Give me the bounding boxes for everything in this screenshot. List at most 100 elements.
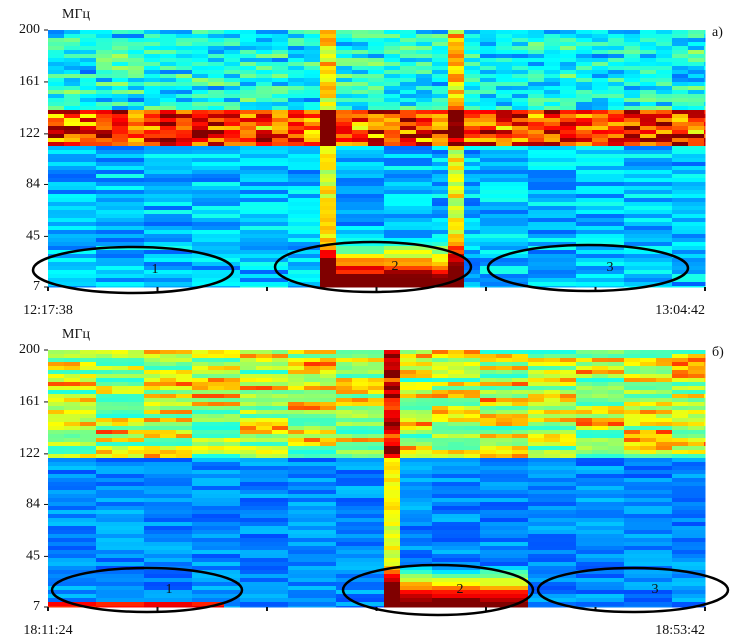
spectrogram-cell: [272, 30, 289, 35]
spectrogram-cell: [64, 518, 81, 523]
spectrogram-cell: [160, 442, 177, 447]
spectrogram-cell: [80, 118, 97, 123]
spectrogram-cell: [336, 194, 353, 199]
spectrogram-cell: [480, 442, 497, 447]
spectrogram-cell: [144, 222, 161, 227]
spectrogram-cell: [432, 498, 449, 503]
spectrogram-cell: [512, 378, 529, 383]
spectrogram-cell: [176, 74, 193, 79]
spectrogram-cell: [112, 74, 129, 79]
spectrogram-cell: [384, 94, 401, 99]
spectrogram-cell: [416, 230, 433, 235]
spectrogram-cell: [688, 450, 705, 455]
spectrogram-cell: [128, 398, 145, 403]
spectrogram-cell: [448, 486, 465, 491]
spectrogram-cell: [224, 82, 241, 87]
spectrogram-cell: [336, 406, 353, 411]
spectrogram-cell: [320, 206, 337, 211]
spectrogram-cell: [672, 538, 689, 543]
spectrogram-cell: [208, 126, 225, 131]
spectrogram-cell: [464, 490, 481, 495]
spectrogram-cell: [656, 190, 673, 195]
spectrogram-cell: [160, 70, 177, 75]
spectrogram-cell: [624, 86, 641, 91]
spectrogram-cell: [144, 450, 161, 455]
spectrogram-cell: [176, 538, 193, 543]
spectrogram-cell: [304, 278, 321, 283]
spectrogram-cell: [608, 182, 625, 187]
spectrogram-cell: [400, 430, 417, 435]
spectrogram-cell: [352, 494, 369, 499]
spectrogram-cell: [416, 442, 433, 447]
spectrogram-cell: [448, 442, 465, 447]
spectrogram-cell: [416, 474, 433, 479]
spectrogram-cell: [560, 394, 577, 399]
spectrogram-cell: [480, 90, 497, 95]
spectrogram-cell: [288, 146, 305, 151]
spectrogram-cell: [192, 226, 209, 231]
spectrogram-cell: [640, 30, 657, 35]
spectrogram-cell: [112, 54, 129, 59]
spectrogram-cell: [112, 402, 129, 407]
spectrogram-cell: [640, 102, 657, 107]
spectrogram-cell: [480, 478, 497, 483]
spectrogram-cell: [288, 546, 305, 551]
spectrogram-cell: [560, 126, 577, 131]
spectrogram-cell: [480, 30, 497, 35]
spectrogram-cell: [464, 494, 481, 499]
spectrogram-cell: [320, 466, 337, 471]
spectrogram-cell: [288, 170, 305, 175]
spectrogram-cell: [640, 514, 657, 519]
spectrogram-cell: [496, 474, 513, 479]
spectrogram-cell: [608, 202, 625, 207]
spectrogram-cell: [368, 542, 385, 547]
spectrogram-cell: [272, 150, 289, 155]
spectrogram-cell: [208, 202, 225, 207]
spectrogram-cell: [448, 150, 465, 155]
spectrogram-cell: [224, 86, 241, 91]
spectrogram-cell: [96, 210, 113, 215]
spectrogram-cell: [640, 502, 657, 507]
spectrogram-cell: [272, 458, 289, 463]
spectrogram-cell: [240, 450, 257, 455]
spectrogram-cell: [400, 466, 417, 471]
spectrogram-cell: [176, 258, 193, 263]
spectrogram-cell: [512, 202, 529, 207]
spectrogram-cell: [624, 214, 641, 219]
spectrogram-cell: [96, 434, 113, 439]
spectrogram-cell: [368, 486, 385, 491]
spectrogram-cell: [112, 426, 129, 431]
spectrogram-cell: [96, 410, 113, 415]
spectrogram-cell: [592, 370, 609, 375]
spectrogram-cell: [192, 98, 209, 103]
spectrogram-cell: [560, 406, 577, 411]
spectrogram-cell: [176, 442, 193, 447]
spectrogram-cell: [560, 250, 577, 255]
spectrogram-cell: [640, 446, 657, 451]
spectrogram-cell: [112, 490, 129, 495]
spectrogram-cell: [320, 398, 337, 403]
spectrogram-cell: [592, 358, 609, 363]
spectrogram-cell: [128, 166, 145, 171]
spectrogram-cell: [640, 186, 657, 191]
spectrogram-cell: [320, 250, 337, 255]
spectrogram-cell: [144, 70, 161, 75]
spectrogram-cell: [480, 526, 497, 531]
spectrogram-cell: [656, 118, 673, 123]
spectrogram-cell: [608, 546, 625, 551]
spectrogram-cell: [464, 158, 481, 163]
spectrogram-cell: [320, 426, 337, 431]
spectrogram-cell: [80, 486, 97, 491]
spectrogram-cell: [448, 118, 465, 123]
spectrogram-cell: [592, 546, 609, 551]
spectrogram-cell: [384, 474, 401, 479]
spectrogram-cell: [240, 486, 257, 491]
spectrogram-cell: [448, 74, 465, 79]
spectrogram-cell: [640, 58, 657, 63]
spectrogram-cell: [112, 86, 129, 91]
spectrogram-cell: [592, 234, 609, 239]
spectrogram-cell: [624, 370, 641, 375]
spectrogram-cell: [128, 146, 145, 151]
spectrogram-cell: [224, 450, 241, 455]
spectrogram-cell: [512, 78, 529, 83]
